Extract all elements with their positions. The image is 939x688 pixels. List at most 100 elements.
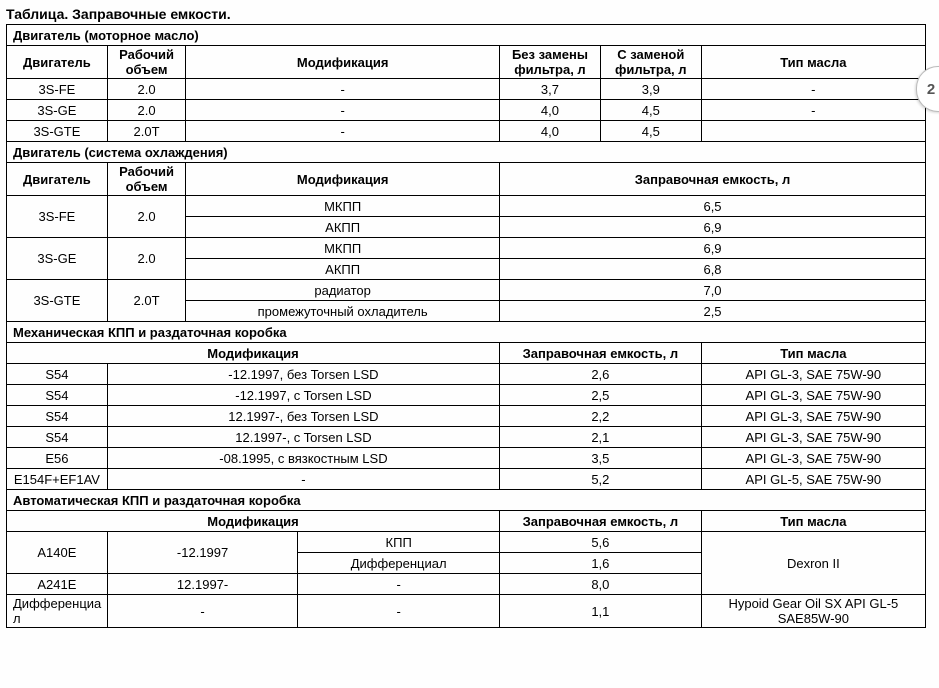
cell-disp: 2.0 (107, 238, 185, 280)
cell-with-filter: 4,5 (600, 100, 701, 121)
cell-mod: - (186, 121, 500, 142)
table-row: 3S-GTE 2.0T - 4,0 4,5 (7, 121, 926, 142)
engine-oil-cols: Двигатель Рабочий объем Модификация Без … (7, 46, 926, 79)
cell-sub: - (298, 595, 500, 628)
cell-engine: 3S-GTE (7, 280, 108, 322)
col-oil-type: Тип масла (701, 343, 925, 364)
section-header-text: Двигатель (система охлаждения) (7, 142, 926, 163)
cell-oil (701, 121, 925, 142)
cell-with-filter: 3,9 (600, 79, 701, 100)
cell-code: S54 (7, 406, 108, 427)
table-row: S54 -12.1997, без Torsen LSD 2,6 API GL-… (7, 364, 926, 385)
cell-engine: 3S-GTE (7, 121, 108, 142)
section-auto: Автоматическая КПП и раздаточная коробка (7, 490, 926, 511)
cell-period: 12.1997- (107, 574, 297, 595)
cell-engine: 3S-GE (7, 238, 108, 280)
col-oil-type: Тип масла (701, 511, 925, 532)
col-oil-type: Тип масла (701, 46, 925, 79)
cell-no-filter: 3,7 (500, 79, 601, 100)
cell-cap: 2,2 (500, 406, 702, 427)
cell-cap: 6,9 (500, 217, 926, 238)
cell-oil: API GL-3, SAE 75W-90 (701, 385, 925, 406)
section-header-text: Механическая КПП и раздаточная коробка (7, 322, 926, 343)
cell-oil: API GL-3, SAE 75W-90 (701, 406, 925, 427)
cell-mod: - (107, 469, 499, 490)
cell-cap: 8,0 (500, 574, 702, 595)
section-manual: Механическая КПП и раздаточная коробка (7, 322, 926, 343)
cell-period: -12.1997 (107, 532, 297, 574)
cell-engine: 3S-GE (7, 100, 108, 121)
cell-cap: 5,6 (500, 532, 702, 553)
cell-cap: 2,5 (500, 301, 926, 322)
col-modification: Модификация (7, 511, 500, 532)
cell-cap: 3,5 (500, 448, 702, 469)
cooling-cols: Двигатель Рабочий объем Модификация Запр… (7, 163, 926, 196)
cell-disp: 2.0T (107, 121, 185, 142)
cell-code: E56 (7, 448, 108, 469)
cell-cap: 5,2 (500, 469, 702, 490)
table-title: Таблица. Заправочные емкости. (6, 6, 939, 22)
cell-mod: АКПП (186, 217, 500, 238)
cell-mod: - (186, 100, 500, 121)
cell-oil: Dexron II (701, 532, 925, 595)
col-engine: Двигатель (7, 46, 108, 79)
cell-code: A241E (7, 574, 108, 595)
section-cooling: Двигатель (система охлаждения) (7, 142, 926, 163)
section-header-text: Автоматическая КПП и раздаточная коробка (7, 490, 926, 511)
cell-disp: 2.0 (107, 196, 185, 238)
cell-sub: Дифференциал (298, 553, 500, 574)
cell-mod: -12.1997, c Torsen LSD (107, 385, 499, 406)
col-capacity: Заправочная емкость, л (500, 343, 702, 364)
cell-oil: API GL-3, SAE 75W-90 (701, 427, 925, 448)
cell-code: E154F+EF1AV (7, 469, 108, 490)
col-displacement: Рабочий объем (107, 163, 185, 196)
col-engine: Двигатель (7, 163, 108, 196)
cell-oil: API GL-3, SAE 75W-90 (701, 448, 925, 469)
cell-oil: Hypoid Gear Oil SX API GL-5 SAE85W-90 (701, 595, 925, 628)
cell-sub: - (298, 574, 500, 595)
cell-cap: 6,9 (500, 238, 926, 259)
section-engine-oil: Двигатель (моторное масло) (7, 25, 926, 46)
cell-disp: 2.0 (107, 79, 185, 100)
col-capacity: Заправочная емкость, л (500, 511, 702, 532)
col-modification: Модификация (186, 163, 500, 196)
cell-mod: - (186, 79, 500, 100)
cell-cap: 1,6 (500, 553, 702, 574)
cell-cap: 2,6 (500, 364, 702, 385)
table-row: 3S-FE 2.0 МКПП 6,5 (7, 196, 926, 217)
table-row: Дифференциал - - 1,1 Hypoid Gear Oil SX … (7, 595, 926, 628)
cell-code: S54 (7, 364, 108, 385)
manual-cols: Модификация Заправочная емкость, л Тип м… (7, 343, 926, 364)
table-row: S54 12.1997-, c Torsen LSD 2,1 API GL-3,… (7, 427, 926, 448)
cell-mod: 12.1997-, c Torsen LSD (107, 427, 499, 448)
cell-cap: 7,0 (500, 280, 926, 301)
cell-cap: 6,8 (500, 259, 926, 280)
table-row: 3S-GTE 2.0T радиатор 7,0 (7, 280, 926, 301)
table-row: E154F+EF1AV - 5,2 API GL-5, SAE 75W-90 (7, 469, 926, 490)
cell-period: - (107, 595, 297, 628)
cell-code: S54 (7, 385, 108, 406)
cell-mod: МКПП (186, 196, 500, 217)
cell-mod: 12.1997-, без Torsen LSD (107, 406, 499, 427)
cell-cap: 1,1 (500, 595, 702, 628)
cell-cap: 2,1 (500, 427, 702, 448)
cell-cap: 6,5 (500, 196, 926, 217)
cell-engine: 3S-FE (7, 79, 108, 100)
col-modification: Модификация (7, 343, 500, 364)
cell-disp: 2.0 (107, 100, 185, 121)
table-row: E56 -08.1995, с вязкостным LSD 3,5 API G… (7, 448, 926, 469)
cell-oil: - (701, 100, 925, 121)
cell-no-filter: 4,0 (500, 121, 601, 142)
cell-disp: 2.0T (107, 280, 185, 322)
cell-diff-label: Дифференциал (7, 595, 108, 628)
cell-mod: радиатор (186, 280, 500, 301)
cell-oil: API GL-5, SAE 75W-90 (701, 469, 925, 490)
cell-with-filter: 4,5 (600, 121, 701, 142)
cell-mod: -12.1997, без Torsen LSD (107, 364, 499, 385)
table-row: A140E -12.1997 КПП 5,6 Dexron II (7, 532, 926, 553)
cell-sub: КПП (298, 532, 500, 553)
table-row: 3S-GE 2.0 - 4,0 4,5 - (7, 100, 926, 121)
cell-cap: 2,5 (500, 385, 702, 406)
table-row: 3S-FE 2.0 - 3,7 3,9 - (7, 79, 926, 100)
col-capacity: Заправочная емкость, л (500, 163, 926, 196)
